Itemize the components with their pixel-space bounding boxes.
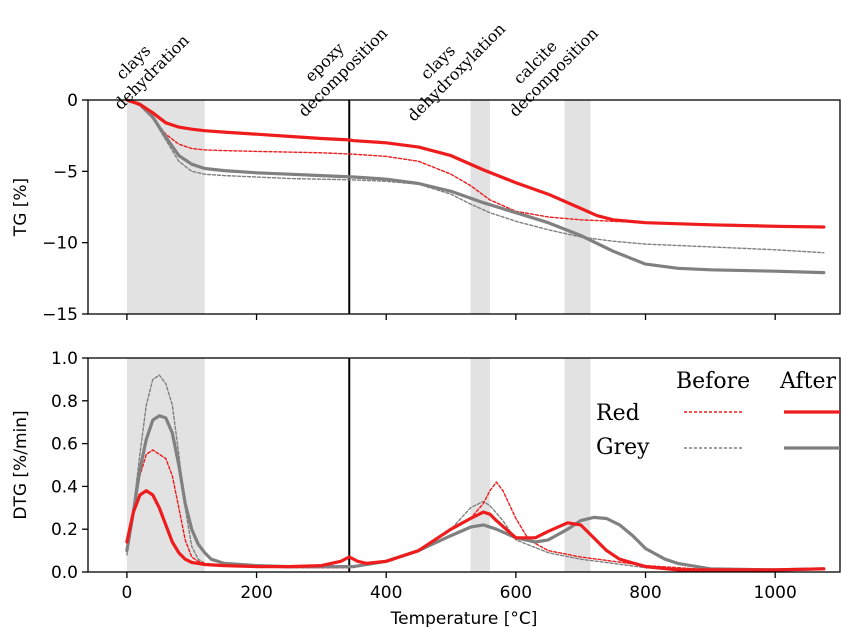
legend-header-after: After — [779, 369, 837, 394]
y-tick-label-1-4: 0.8 — [51, 392, 78, 412]
x-tick-label-2: 400 — [370, 583, 402, 603]
shaded-bands — [126, 100, 591, 572]
x-tick-label-1: 200 — [240, 583, 272, 603]
shaded-band-0-0 — [126, 100, 205, 314]
x-tick-label-3: 600 — [500, 583, 532, 603]
axes-frame-1 — [87, 357, 841, 573]
y-axis-label-0: TG [%] — [11, 178, 31, 237]
y-tick-label-0-2: −10 — [42, 234, 78, 254]
shaded-band-1-2 — [564, 358, 591, 572]
y-tick-label-1-3: 0.6 — [51, 435, 78, 455]
y-axis-label-1: DTG [%/min] — [11, 410, 31, 519]
axes-frame-0 — [87, 99, 841, 315]
y-tick-label-1-5: 1.0 — [51, 349, 78, 369]
series-grey-after-panel0 — [125, 98, 826, 275]
x-tick-label-0: 0 — [121, 583, 132, 603]
y-tick-label-0-3: −15 — [42, 305, 78, 325]
y-tick-label-1-0: 0.0 — [51, 563, 78, 583]
shaded-band-1-1 — [470, 358, 490, 572]
x-tick-label-4: 800 — [629, 583, 661, 603]
y-tick-label-1-1: 0.2 — [51, 520, 78, 540]
series-red-after-panel1 — [125, 489, 826, 572]
y-tick-label-0-1: −5 — [53, 162, 78, 182]
series-grey-before-panel0 — [126, 99, 825, 254]
legend: Before After Red Grey — [596, 369, 840, 460]
axes: 0 −5 −10 −15 TG [%] 0.0 0.2 0.4 0.6 0.8 1.0 0 200 400… — [11, 91, 841, 627]
shaded-band-0-1 — [470, 100, 490, 314]
legend-label-red: Red — [596, 401, 640, 426]
y-tick-label-1-2: 0.4 — [51, 477, 78, 497]
legend-label-grey: Grey — [596, 435, 650, 460]
x-axis-label: Temperature [°C] — [390, 609, 538, 627]
y-tick-label-0-0: 0 — [67, 91, 78, 111]
series-lines — [125, 98, 826, 572]
x-tick-label-5: 1000 — [754, 583, 797, 603]
legend-header-before: Before — [676, 369, 750, 394]
series-red-after-panel0 — [125, 98, 826, 229]
